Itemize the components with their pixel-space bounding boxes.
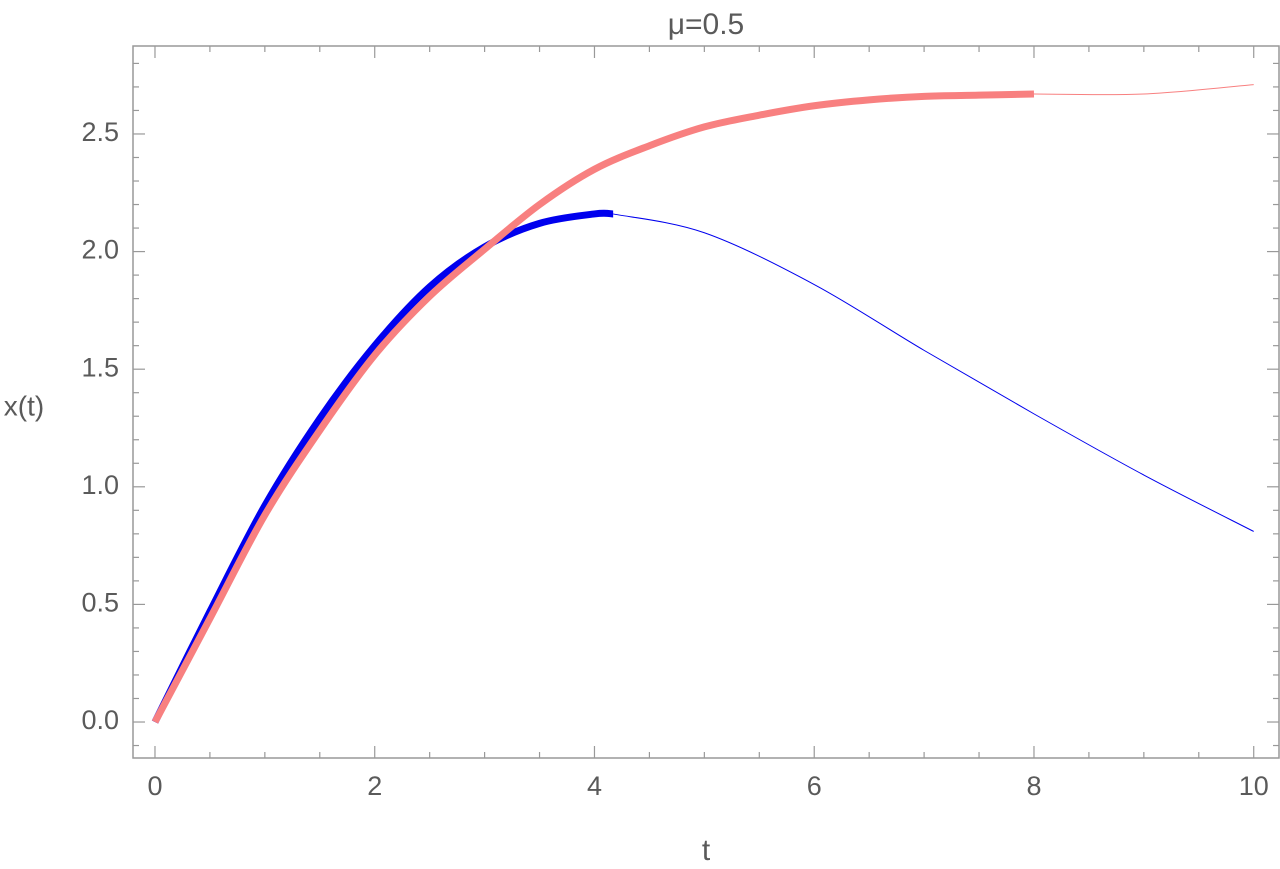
data-line — [613, 213, 1254, 532]
y-tick-label: 0.0 — [81, 705, 119, 735]
x-tick-label: 8 — [1026, 771, 1041, 801]
data-line — [1033, 84, 1254, 96]
y-tick-label: 2.5 — [81, 117, 119, 147]
x-axis-label: t — [702, 834, 711, 867]
y-tick-label: 0.5 — [81, 588, 119, 618]
plot-frame — [132, 45, 1280, 759]
x-tick-label: 6 — [807, 771, 822, 801]
x-tick-label: 2 — [367, 771, 382, 801]
y-tick-label: 1.5 — [81, 352, 119, 382]
y-axis-label: x(t) — [4, 390, 44, 421]
y-tick-label: 2.0 — [81, 235, 119, 265]
x-tick-label: 4 — [587, 771, 602, 801]
data-line — [151, 90, 1035, 724]
x-tick-label: 10 — [1239, 771, 1269, 801]
y-tick-label: 1.0 — [81, 470, 119, 500]
x-tick-label: 0 — [147, 771, 162, 801]
chart-title: μ=0.5 — [668, 8, 745, 41]
data-line — [151, 209, 614, 724]
